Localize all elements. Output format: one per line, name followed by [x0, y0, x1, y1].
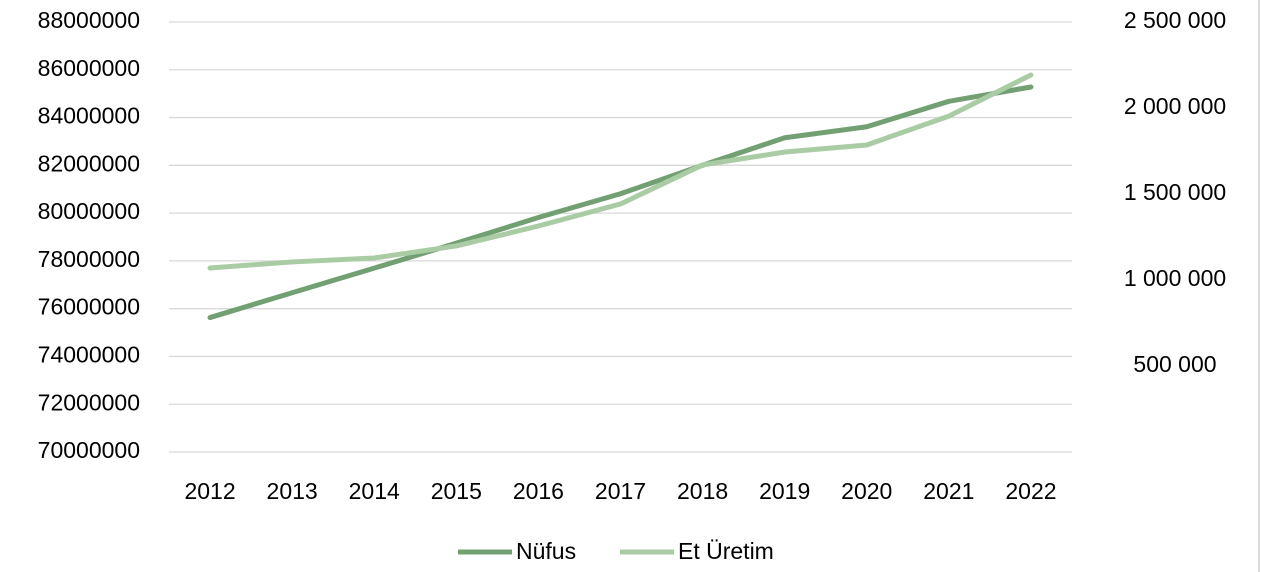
y2-tick-label: 500 000 — [1133, 351, 1216, 377]
y-tick-label: 84000000 — [38, 103, 140, 129]
line-series — [207, 72, 1034, 271]
x-tick-label: 2019 — [759, 478, 810, 504]
x-tick-label: 2012 — [184, 478, 235, 504]
legend-label: Nüfus — [516, 538, 576, 564]
x-tick-label: 2017 — [595, 478, 646, 504]
y2-tick-label: 1 000 000 — [1124, 265, 1226, 291]
x-tick-label: 2022 — [1005, 478, 1056, 504]
x-tick-label: 2018 — [677, 478, 728, 504]
x-tick-label: 2014 — [349, 478, 400, 504]
y-tick-label: 74000000 — [38, 342, 140, 368]
y2-tick-label: 1 500 000 — [1124, 179, 1226, 205]
legend-label: Et Üretim — [678, 538, 774, 564]
y-tick-label: 72000000 — [38, 389, 140, 415]
x-tick-label: 2013 — [267, 478, 318, 504]
line-series — [207, 84, 1034, 321]
y-tick-label: 78000000 — [38, 246, 140, 272]
y-tick-label: 70000000 — [38, 437, 140, 463]
y-tick-label: 86000000 — [38, 55, 140, 81]
x-tick-label: 2015 — [431, 478, 482, 504]
x-tick-label: 2020 — [841, 478, 892, 504]
y2-tick-label: 2 000 000 — [1124, 93, 1226, 119]
x-tick-label: 2016 — [513, 478, 564, 504]
y2-tick-label: 2 500 000 — [1124, 7, 1226, 33]
y-tick-label: 82000000 — [38, 150, 140, 176]
y-tick-label: 80000000 — [38, 198, 140, 224]
x-tick-label: 2021 — [923, 478, 974, 504]
y-tick-label: 76000000 — [38, 294, 140, 320]
y-tick-label: 88000000 — [38, 7, 140, 33]
